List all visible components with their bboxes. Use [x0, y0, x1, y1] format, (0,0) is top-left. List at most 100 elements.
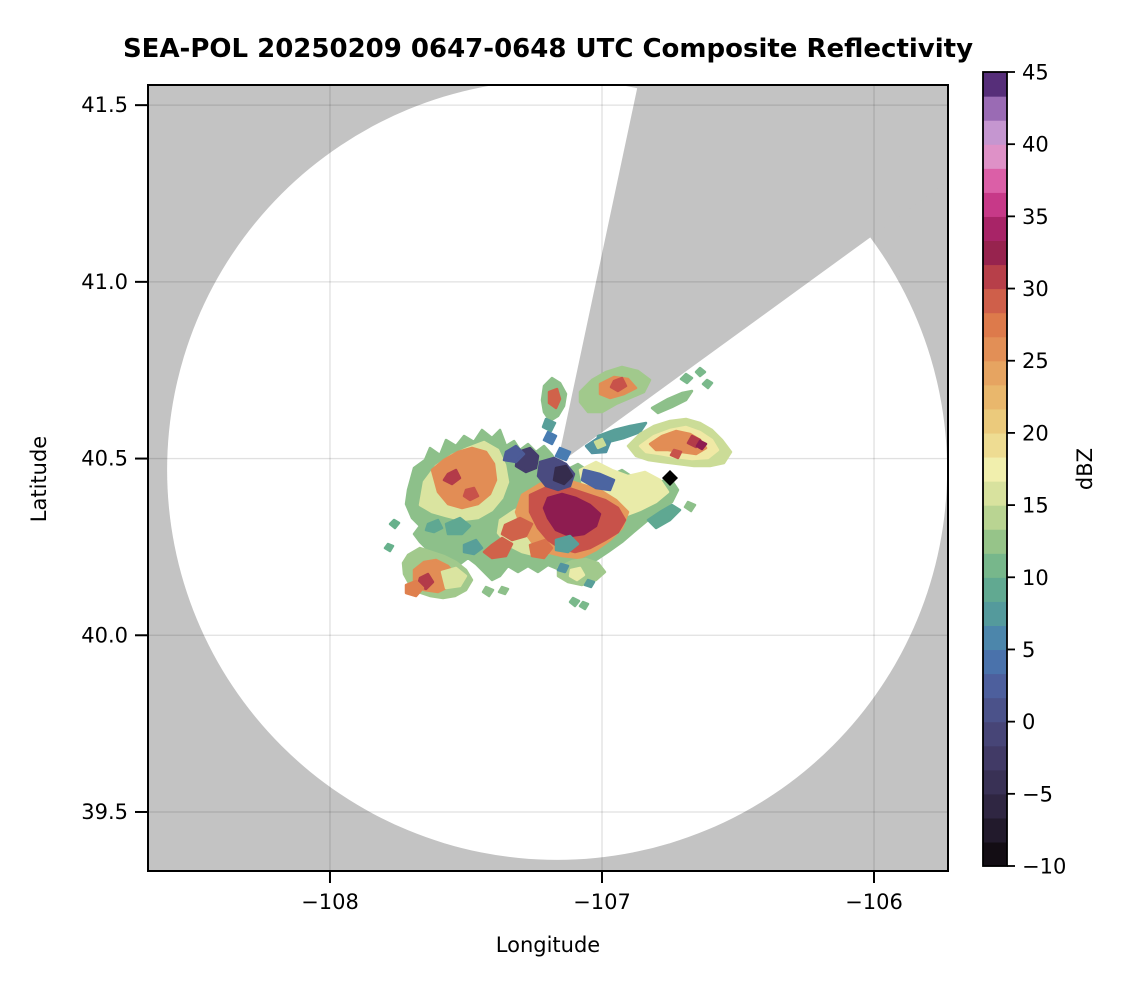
colorbar-tick-label: 20	[1022, 421, 1049, 445]
blocked-sector-wedge	[557, 85, 948, 465]
echo-region	[646, 503, 682, 530]
echo-region	[542, 430, 558, 446]
colorbar-tick-label: 5	[1022, 638, 1035, 662]
colorbar-band	[983, 505, 1007, 530]
colorbar-band	[983, 96, 1007, 121]
y-axis-label: Latitude	[27, 436, 51, 522]
colorbar-band	[983, 216, 1007, 242]
echo-region	[502, 444, 526, 464]
echo-region	[552, 464, 574, 486]
colorbar-band	[983, 697, 1007, 723]
colorbar-band	[983, 144, 1007, 169]
colorbar-band	[983, 120, 1007, 145]
echo-region	[383, 542, 395, 553]
plot-border	[147, 84, 949, 872]
axes-layer: −108 −107 −106 41.5 41.0 40.5 40.0 39.5	[81, 93, 903, 914]
colorbar-band	[983, 649, 1007, 675]
colorbar-tick-label: 10	[1022, 566, 1049, 590]
echo-region	[593, 437, 607, 450]
colorbar-band	[983, 793, 1007, 819]
colorbar-band	[983, 432, 1007, 458]
echo-region	[481, 585, 495, 598]
colorbar-band	[983, 72, 1007, 97]
colorbar-tick-label: 45	[1022, 61, 1049, 85]
colorbar-band	[983, 312, 1007, 338]
colorbar-tick-label: −5	[1022, 782, 1053, 806]
colorbar-band	[983, 745, 1007, 771]
colorbar-tick-label: 30	[1022, 277, 1049, 301]
echo-region	[580, 468, 616, 492]
x-tick-label: −106	[845, 890, 903, 914]
colorbar-band	[983, 240, 1007, 266]
echo-region	[547, 387, 562, 410]
colorbar-band	[983, 360, 1007, 386]
echo-region	[695, 439, 708, 451]
echo-region	[542, 492, 602, 538]
colorbar-band	[983, 577, 1007, 602]
colorbar-band	[983, 529, 1007, 554]
echo-region	[462, 486, 480, 502]
colorbar-tick-label: 25	[1022, 349, 1049, 373]
echo-region	[679, 372, 694, 385]
y-tick-label: 40.5	[81, 447, 128, 471]
echo-region	[694, 366, 707, 378]
echo-region	[650, 389, 694, 415]
x-tick-label: −108	[301, 890, 359, 914]
echo-region	[444, 516, 472, 536]
colorbar-band	[983, 264, 1007, 290]
echo-region	[528, 538, 554, 560]
radar-map-layer	[148, 85, 948, 871]
echo-region	[669, 448, 683, 460]
colorbar: 45 40 35 30 25 20 15 10 5 0 −5 −10	[982, 61, 1066, 879]
echo-region	[430, 446, 498, 510]
colorbar-band	[983, 168, 1007, 193]
x-tick-label: −107	[573, 890, 631, 914]
echo-region	[554, 446, 572, 462]
echo-region	[554, 534, 580, 554]
echo-region	[497, 585, 510, 596]
colorbar-band	[983, 769, 1007, 795]
echo-region	[683, 500, 697, 513]
y-tick-label: 39.5	[81, 800, 128, 824]
chart-title: SEA-POL 20250209 0647-0648 UTC Composite…	[123, 34, 973, 64]
echo-region	[442, 468, 462, 486]
echo-region	[568, 566, 586, 582]
y-tick-label: 41.5	[81, 93, 128, 117]
colorbar-band	[983, 601, 1007, 626]
echo-region	[541, 417, 557, 433]
echo-region	[701, 378, 714, 390]
echo-region	[440, 566, 468, 590]
y-tick-label: 41.0	[81, 270, 128, 294]
echo-region	[609, 376, 628, 393]
colorbar-band	[983, 553, 1007, 578]
y-tick-label: 40.0	[81, 623, 128, 647]
x-axis-label: Longitude	[496, 933, 600, 957]
colorbar-band	[983, 456, 1007, 482]
echo-region	[462, 538, 484, 556]
echo-region	[556, 562, 570, 574]
echo-region	[500, 516, 534, 542]
echo-region	[404, 579, 425, 598]
colorbar-band	[983, 673, 1007, 699]
colorbar-frame	[982, 71, 1008, 867]
colorbar-tick-label: −10	[1022, 855, 1066, 879]
colorbar-band	[983, 625, 1007, 651]
colorbar-band	[983, 288, 1007, 314]
colorbar-band	[983, 841, 1007, 867]
colorbar-band	[983, 336, 1007, 362]
colorbar-band	[983, 384, 1007, 410]
colorbar-band	[983, 721, 1007, 747]
echo-region	[482, 536, 514, 560]
colorbar-band	[983, 408, 1007, 434]
colorbar-tick-label: 0	[1022, 710, 1035, 734]
colorbar-tick-label: 40	[1022, 133, 1049, 157]
colorbar-tick-label: 15	[1022, 494, 1049, 518]
colorbar-band	[983, 817, 1007, 843]
colorbar-label: dBZ	[1073, 448, 1097, 490]
echo-region	[568, 596, 581, 608]
echo-region	[424, 518, 444, 534]
echo-region	[583, 578, 596, 589]
echo-region	[388, 518, 401, 530]
